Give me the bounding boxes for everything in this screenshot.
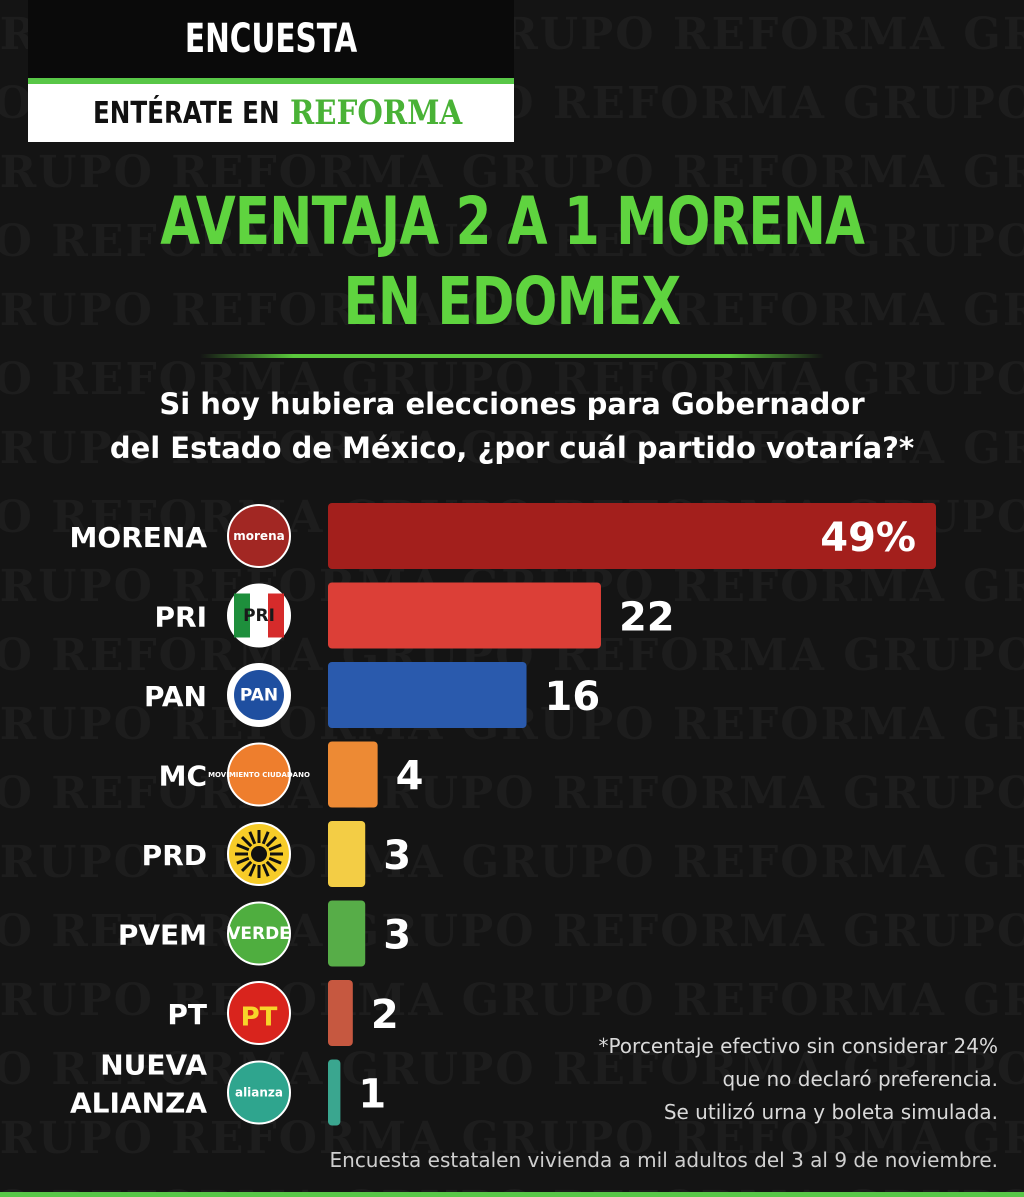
headline-divider <box>200 354 824 358</box>
bar <box>328 980 353 1046</box>
bar <box>328 1059 341 1126</box>
bar <box>328 741 378 808</box>
bar <box>328 900 366 967</box>
category-label: PAN <box>144 680 207 713</box>
prd-sun-ray <box>268 843 282 852</box>
data-label: 22 <box>619 595 675 641</box>
nueva-alianza-logo-text: alianza <box>235 1086 283 1100</box>
pt-logo-circle <box>227 981 291 1045</box>
pri-logo: PRI <box>227 583 291 648</box>
category-label: PRI <box>155 601 208 634</box>
morena-logo-text: morena <box>233 529 284 543</box>
pan-logo: PAN <box>227 663 291 727</box>
footnote-line-1: *Porcentaje efectivo sin considerar 24% <box>598 1034 998 1058</box>
prd-sun-ray <box>248 831 257 845</box>
morena-logo: morena <box>227 504 291 568</box>
category-label: PT <box>167 998 207 1031</box>
mc-logo: MOVIMIENTO CIUDADANO <box>208 742 310 807</box>
prd-sun-ray <box>268 856 282 865</box>
prd-sun-ray <box>236 843 250 852</box>
survey-question: Si hoy hubiera elecciones para Gobernado… <box>0 382 1024 470</box>
header-title-box: ENCUESTA <box>28 0 514 78</box>
headline-line-1: AVENTAJA 2 A 1 MORENA <box>160 183 865 260</box>
category-label: PRD <box>142 839 207 872</box>
source-note: Encuesta estatalen vivienda a mil adulto… <box>329 1148 999 1172</box>
bar <box>328 582 601 649</box>
data-label: 16 <box>545 674 601 720</box>
pt-logo-text: PT <box>241 1003 278 1033</box>
bottom-accent-line <box>0 1192 1024 1197</box>
pvem-logo-text: VERDE <box>227 924 291 944</box>
pvem-logo: VERDE <box>227 901 291 966</box>
prd-sun-ray <box>265 860 278 873</box>
data-label: 4 <box>396 754 424 800</box>
pan-logo-text: PAN <box>240 686 278 706</box>
category-label: MORENA <box>70 521 208 554</box>
pri-green-stripe <box>234 593 250 638</box>
prd-sun-ray <box>236 856 250 865</box>
pri-logo-text: PRI <box>243 606 275 626</box>
bar <box>328 821 366 887</box>
nueva-alianza-logo: alianza <box>227 1060 291 1125</box>
data-label: 1 <box>358 1072 386 1118</box>
mc-logo-circle <box>227 742 291 807</box>
category-label: PVEM <box>118 919 207 952</box>
question-line-1: Si hoy hubiera elecciones para Gobernado… <box>159 387 865 421</box>
bar <box>328 662 527 728</box>
nueva-alianza-logo-circle <box>227 1060 291 1125</box>
brand-logo-text: REFORMA <box>289 93 462 133</box>
prd-sun-ray <box>240 835 253 848</box>
header-subtitle-box: ENTÉRATE EN REFORMA <box>28 84 514 142</box>
morena-logo-circle <box>227 504 291 568</box>
footnote: *Porcentaje efectivo sin considerar 24% … <box>598 1030 998 1129</box>
prd-sun-ray <box>261 831 270 845</box>
header-title: ENCUESTA <box>184 16 358 62</box>
header-accent-line <box>28 78 514 84</box>
prd-sun-ray <box>261 863 270 877</box>
prd-sun-ray <box>265 835 278 848</box>
pri-red-stripe <box>268 593 284 638</box>
header-subtitle-prefix: ENTÉRATE EN <box>93 95 280 131</box>
category-label: NUEVA ALIANZA <box>70 1049 207 1120</box>
headline: AVENTAJA 2 A 1 MORENA EN EDOMEX <box>0 182 1024 342</box>
data-label: 3 <box>383 833 411 879</box>
data-label: 49% <box>820 515 916 561</box>
prd-sun-ray <box>248 863 257 877</box>
prd-sun-center <box>251 846 267 862</box>
data-label: 2 <box>371 992 399 1038</box>
prd-logo <box>227 822 291 886</box>
question-line-2: del Estado de México, ¿por cuál partido … <box>109 431 915 465</box>
footnote-line-3: Se utilizó urna y boleta simulada. <box>663 1100 998 1124</box>
pt-logo: PT <box>227 981 291 1045</box>
pan-inner-circle <box>234 670 284 720</box>
mc-logo-text: MOVIMIENTO CIUDADANO <box>208 771 310 779</box>
pvem-logo-circle <box>227 901 291 966</box>
prd-sun-ray <box>240 860 253 873</box>
footnote-line-2: que no declaró preferencia. <box>722 1067 998 1091</box>
data-label: 3 <box>383 913 411 959</box>
bar <box>328 503 936 569</box>
category-label: MC <box>159 760 207 793</box>
headline-line-2: EN EDOMEX <box>343 263 682 340</box>
